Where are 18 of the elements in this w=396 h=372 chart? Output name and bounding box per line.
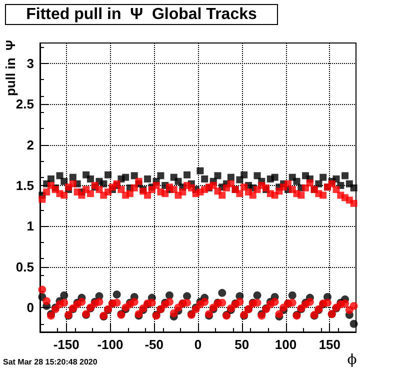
x-tick-label: 100	[274, 337, 297, 352]
x-tick-label: -50	[144, 337, 164, 352]
x-tick-label: 150	[318, 337, 341, 352]
y-tick-label: 1	[26, 218, 34, 234]
x-tick-label: -100	[97, 337, 124, 352]
y-tick-label: 0.5	[16, 259, 34, 274]
chart-title: Fitted pull in Ψ Global Tracks	[26, 6, 257, 23]
y-axis-title: pull in Ψ	[3, 40, 18, 96]
y-tick-label: 2.5	[16, 96, 34, 112]
x-tick-label: -150	[53, 337, 80, 352]
y-tick-label: 3	[26, 56, 34, 71]
x-tick-label: 50	[234, 337, 250, 352]
text: Sat Mar 28 15:20:48 2020	[3, 358, 98, 366]
x-axis-title: ϕ	[347, 352, 357, 368]
x-tick-label: 0	[194, 337, 202, 352]
y-tick-label: 2	[26, 137, 34, 152]
y-tick-label: 0	[26, 300, 34, 316]
y-tick-label: 1.5	[16, 178, 34, 193]
